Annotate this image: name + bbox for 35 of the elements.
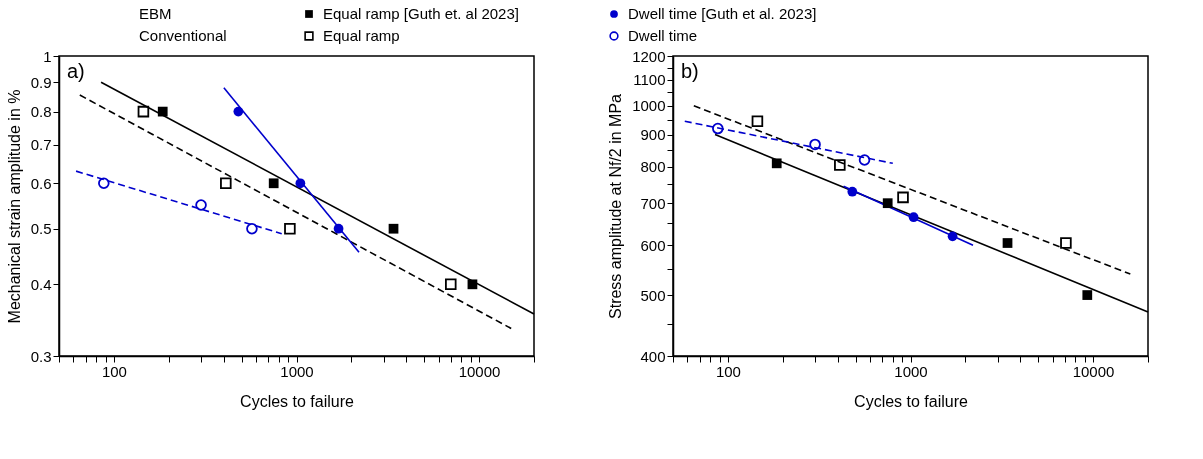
x-tick-label: 10000 — [1072, 362, 1115, 380]
x-axis-title: Cycles to failure — [854, 392, 969, 410]
x-tick-label: 100 — [715, 362, 741, 380]
text: Conventional — [139, 27, 227, 44]
y-tick-label: 1 — [43, 47, 52, 65]
legend-label: Dwell time — [628, 27, 698, 44]
y-tick-label: 700 — [640, 194, 666, 212]
annotation: b) — [681, 60, 699, 82]
y-tick-label: 0.6 — [30, 174, 52, 192]
y-tick-label: 1200 — [632, 47, 666, 65]
y-tick-label: 800 — [640, 158, 666, 176]
legend-label: Equal ramp [Guth et. al 2023] — [323, 5, 519, 22]
y-tick-label: 0.7 — [30, 136, 52, 154]
text: EBM — [139, 5, 172, 22]
x-tick-label: 10000 — [458, 362, 501, 380]
y-tick-label: 400 — [640, 347, 666, 365]
y-tick-label: 0.3 — [30, 347, 52, 365]
x-tick-label: 100 — [101, 362, 127, 380]
y-axis-title: Stress amplitude at Nf/2 in MPa — [607, 93, 625, 319]
y-tick-label: 0.4 — [30, 275, 52, 293]
y-tick-label: 0.8 — [30, 103, 52, 121]
y-tick-label: 1000 — [632, 97, 666, 115]
y-axis-title: Mechanical strain amplitude in % — [5, 89, 23, 324]
y-tick-label: 1100 — [633, 71, 666, 89]
y-tick-label: 0.5 — [30, 220, 52, 238]
y-tick-label: 0.9 — [30, 73, 52, 91]
y-tick-label: 600 — [640, 236, 666, 254]
legend-label: Dwell time [Guth et al. 2023] — [628, 5, 817, 22]
x-tick-label: 1000 — [894, 362, 928, 380]
y-tick-label: 900 — [640, 126, 666, 144]
x-tick-label: 1000 — [280, 362, 314, 380]
x-axis-title: Cycles to failure — [240, 392, 355, 410]
annotation: a) — [67, 60, 85, 82]
y-tick-label: 500 — [640, 286, 666, 304]
legend-label: Equal ramp — [323, 27, 400, 44]
